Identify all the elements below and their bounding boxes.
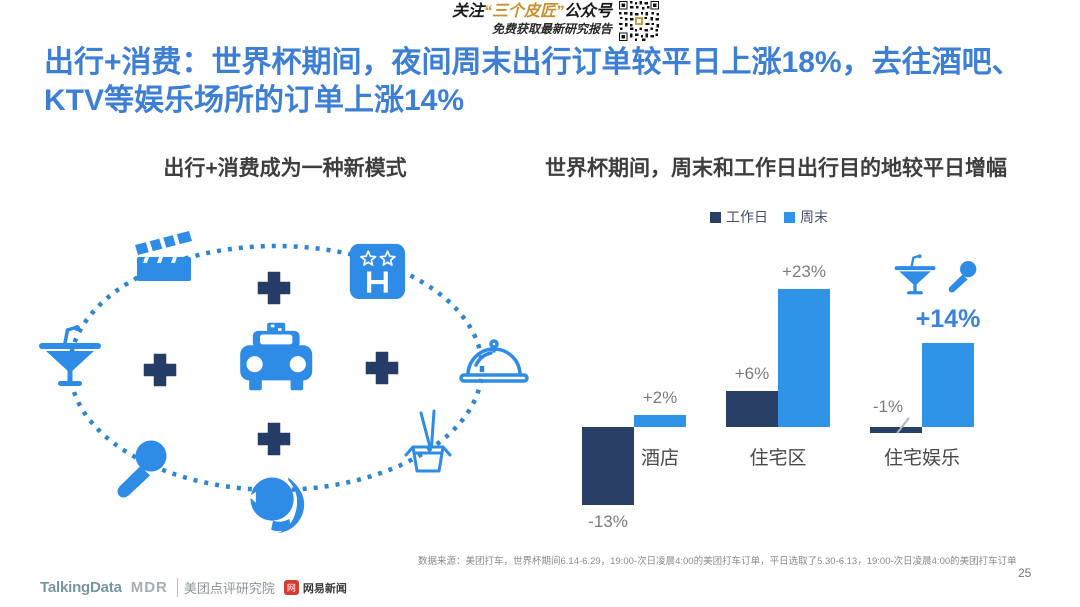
- microphone-icon: [948, 260, 977, 293]
- cloche-icon: [459, 339, 529, 383]
- value-label-酒店-工作日: -13%: [588, 512, 628, 531]
- value-label-住宅娱乐-工作日: -1%: [872, 397, 904, 416]
- travel-consumption-illustration: [39, 231, 529, 534]
- page-number: 25: [1018, 566, 1032, 580]
- netease-logo: 网 网易新闻: [283, 580, 347, 596]
- bar-住宅区-周末: [778, 289, 830, 427]
- promo-line1: 关注“三个皮匠”公众号: [451, 3, 612, 20]
- bar-住宅区-工作日: [726, 391, 778, 427]
- dotted-ellipse: [67, 243, 485, 493]
- bar-chart: 工作日 周末: [550, 195, 1065, 540]
- legend-item-weekend: 周末: [784, 207, 828, 227]
- bar-酒店-工作日: [582, 427, 634, 505]
- legend-label-workday: 工作日: [726, 209, 768, 225]
- workday-swatch-icon: [710, 211, 721, 223]
- qr-code-icon: [619, 1, 659, 41]
- promo-line2: 免费获取最新研究报告: [491, 22, 612, 36]
- bar-酒店-周末: [634, 415, 686, 427]
- bar-住宅娱乐-周末: [922, 343, 974, 427]
- promo-header: 关注“三个皮匠”公众号 免费获取最新研究报告: [452, 2, 612, 37]
- microphone-icon: [117, 440, 167, 498]
- footer-logos: TalkingData MDR 美团点评研究院 网 网易新闻: [40, 578, 347, 597]
- netease-label: 网易新闻: [302, 582, 347, 595]
- left-section-title: 出行+消费成为一种新模式: [163, 157, 407, 180]
- mdr-logo: MDR: [130, 579, 168, 596]
- value-label-酒店-周末: +2%: [642, 388, 678, 407]
- right-section-title: 世界杯期间，周末和工作日出行目的地较平日增幅: [545, 157, 1007, 180]
- slide-title: 出行+消费：世界杯期间，夜间周末出行订单较平日上涨18%，去往酒吧、KTV等娱乐…: [44, 46, 1022, 117]
- category-label-住宅娱乐: 住宅娱乐: [883, 448, 961, 469]
- takeout-box-icon: [404, 409, 452, 473]
- entertainment-deco-icons: [894, 248, 989, 296]
- value-label-住宅娱乐-周末: +14%: [915, 305, 981, 333]
- chart-legend: 工作日 周末: [710, 207, 828, 227]
- category-label-酒店: 酒店: [640, 448, 680, 469]
- legend-label-weekend: 周末: [800, 209, 828, 225]
- plus-icon: [257, 422, 291, 456]
- plus-icon: [365, 351, 399, 385]
- weekend-swatch-icon: [784, 211, 795, 223]
- value-label-住宅区-工作日: +6%: [734, 364, 770, 383]
- value-label-住宅区-周末: +23%: [782, 262, 826, 281]
- plus-icon: [143, 353, 177, 387]
- promo-highlight: “三个皮匠”: [483, 3, 564, 20]
- plus-icon: [257, 271, 291, 305]
- clapperboard-icon: [135, 231, 192, 281]
- cocktail-icon: [894, 254, 936, 295]
- woman-head-icon: [248, 477, 305, 534]
- legend-item-workday: 工作日: [710, 207, 768, 227]
- netease-icon: 网: [283, 580, 299, 595]
- hotel-sign-icon: [349, 243, 406, 300]
- bar-住宅娱乐-工作日: [870, 427, 922, 433]
- taxi-icon: [240, 322, 313, 391]
- talkingdata-logo: TalkingData: [40, 579, 122, 596]
- bar-chart-canvas: -13% +2% 酒店 +6% +23% 住宅区 -1% +14% 住宅娱乐: [550, 195, 1065, 540]
- data-source-note: 数据来源：美团打车，世界杯期间6.14-6.29，19:00-次日凌晨4:00的…: [418, 556, 1017, 567]
- meituan-dianping-institute-label: 美团点评研究院: [176, 578, 275, 597]
- cocktail-icon: [39, 325, 101, 386]
- category-label-住宅区: 住宅区: [749, 448, 807, 469]
